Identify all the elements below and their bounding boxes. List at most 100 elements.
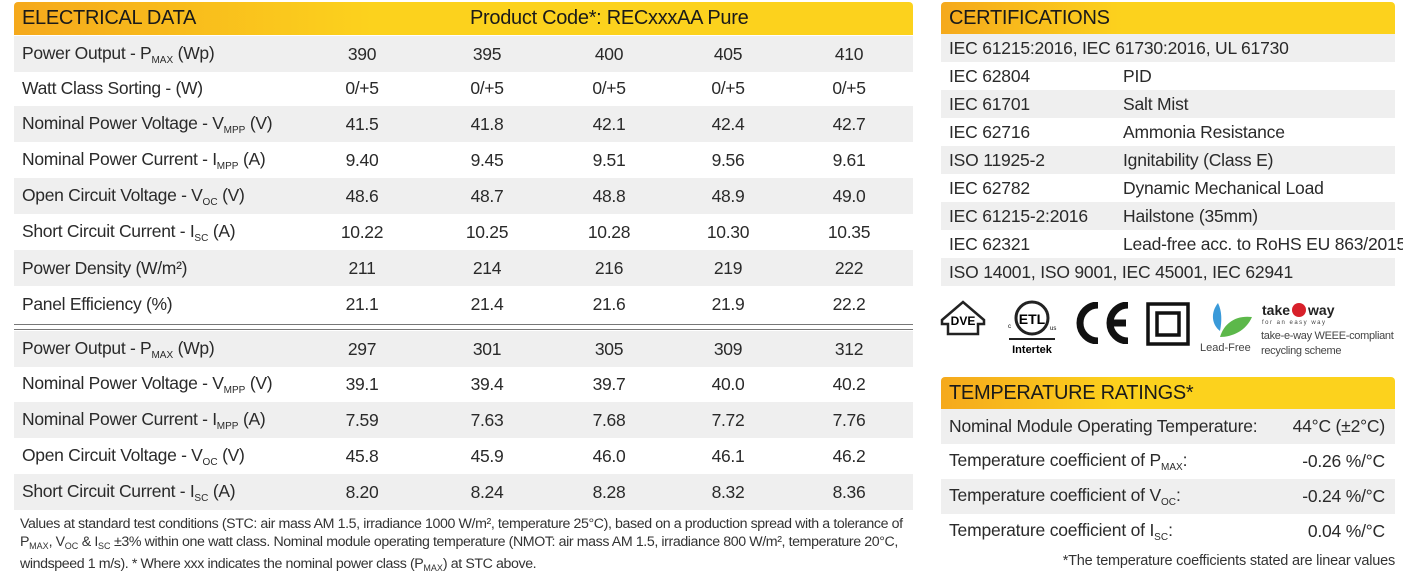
cell-value: 0/+5 (711, 77, 745, 98)
row-label: Nominal Power Current - IMPP (A) (22, 148, 266, 172)
label-text: Nominal Power Voltage - V (22, 112, 224, 133)
cell-value: 211 (348, 257, 376, 278)
label-subscript: MPP (223, 124, 246, 136)
cell-value: 7.68 (592, 409, 626, 430)
row-label: Power Density (W/m²) (22, 258, 187, 279)
temperature-value: 0.04 %/°C (1307, 521, 1385, 541)
footnote-subscript: MAX (423, 563, 443, 573)
certification-standard: IEC 62804 (949, 65, 1030, 86)
temperature-value: -0.24 %/°C (1302, 486, 1385, 506)
cell-value: 48.9 (711, 185, 745, 206)
certifications-header: CERTIFICATIONS (941, 2, 1395, 35)
row-label: Power Output - PMAX (Wp) (22, 43, 215, 66)
table-row: Power Density (W/m²) 211 214 216 219 222 (14, 250, 913, 286)
temperature-row: Nominal Module Operating Temperature: 44°… (941, 409, 1395, 444)
label-unit: (A) (208, 220, 236, 241)
cell-value: 21.6 (592, 293, 626, 314)
label-unit: (V) (245, 372, 273, 393)
cell-value: 8.20 (345, 481, 379, 502)
certification-row: IEC 61701 Salt Mist (941, 90, 1395, 118)
double-insulation-logo (1146, 302, 1190, 346)
cell-value: 395 (472, 43, 502, 64)
cell-value: 10.30 (706, 221, 750, 242)
cell-value: 9.56 (711, 149, 745, 170)
ce-logo (1076, 302, 1129, 344)
cell-value: 400 (594, 43, 624, 64)
footnote-subscript: OC (64, 541, 79, 551)
take-e-way-text-2: recycling scheme (1261, 345, 1342, 357)
certification-row: IEC 61215:2016, IEC 61730:2016, UL 61730 (941, 34, 1395, 62)
label-subscript: SC (1154, 532, 1169, 543)
temperature-ratings-header: TEMPERATURE RATINGS* (941, 377, 1395, 410)
cell-value: 42.4 (711, 113, 745, 134)
label-text: Open Circuit Voltage - V (22, 184, 203, 205)
label-text: Watt Class Sorting - (W) (22, 77, 203, 98)
label-unit: (V) (245, 112, 273, 133)
label-unit: (A) (238, 408, 266, 429)
cell-value: 222 (834, 257, 864, 278)
label-subscript: MAX (151, 349, 174, 361)
cell-value: 40.2 (832, 373, 866, 394)
cell-value: 8.36 (832, 481, 866, 502)
cell-value: 10.28 (587, 221, 631, 242)
certification-row: IEC 62782 Dynamic Mechanical Load (941, 174, 1395, 202)
cell-value: 48.8 (592, 185, 626, 206)
row-label: Nominal Power Voltage - VMPP (V) (22, 112, 273, 136)
etl-intertek-logo: ETL c us Intertek (1008, 300, 1056, 356)
cell-value: 7.59 (345, 409, 379, 430)
cell-value: 8.32 (711, 481, 745, 502)
label-text: Nominal Power Voltage - V (22, 372, 224, 393)
temperature-value: -0.26 %/°C (1302, 451, 1385, 471)
cell-value: 7.76 (832, 409, 866, 430)
label-text: Temperature coefficient of P (949, 450, 1161, 470)
cell-value: 41.8 (470, 113, 504, 134)
certification-standard: IEC 62716 (949, 121, 1030, 142)
label-colon: : (1168, 520, 1173, 540)
cell-value: 45.9 (470, 445, 504, 466)
label-unit: (A) (238, 148, 266, 169)
row-label: Short Circuit Current - ISC (A) (22, 481, 236, 504)
label-text: Power Output - P (22, 337, 152, 358)
certification-description: Ignitability (Class E) (1123, 149, 1274, 170)
certification-standard: IEC 61215:2016, IEC 61730:2016, UL 61730 (949, 37, 1289, 58)
certification-description: Ammonia Resistance (1123, 121, 1285, 142)
label-subscript: MAX (1160, 462, 1183, 473)
certification-description: PID (1123, 65, 1152, 86)
table-row: Panel Efficiency (%) 21.1 21.4 21.6 21.9 22.2 (14, 286, 913, 322)
footnote-subscript: MAX (29, 541, 49, 551)
certification-description: Hailstone (35mm) (1123, 205, 1258, 226)
label-subscript: OC (1160, 497, 1176, 508)
cell-value: 9.40 (345, 149, 379, 170)
temperature-row: Temperature coefficient of VOC: -0.24 %/°… (941, 479, 1395, 514)
certification-standard: IEC 62782 (949, 177, 1030, 198)
svg-text:DVE: DVE (951, 314, 976, 328)
temperature-value: 44°C (±2°C) (1292, 416, 1386, 436)
certification-row: IEC 61215-2:2016 Hailstone (35mm) (941, 202, 1395, 230)
label-subscript: MPP (216, 420, 239, 432)
label-text: Nominal Power Current - I (22, 148, 217, 169)
temperature-row: Temperature coefficient of ISC: 0.04 %/°C (941, 514, 1395, 549)
electrical-data-header: ELECTRICAL DATA Product Code*: RECxxxAA … (14, 2, 913, 35)
cell-value: 0/+5 (832, 77, 866, 98)
cell-value: 0/+5 (592, 77, 626, 98)
take-e-way-tagline: for an easy way (1262, 320, 1327, 326)
cell-value: 214 (472, 257, 502, 278)
cell-value: 39.7 (592, 373, 626, 394)
label-subscript: OC (202, 456, 218, 468)
certification-row: IEC 62321 Lead-free acc. to RoHS EU 863/2… (941, 230, 1403, 258)
cell-value: 40.0 (711, 373, 745, 394)
cell-value: 39.1 (345, 373, 379, 394)
cell-value: 390 (347, 43, 377, 64)
temperature-label: Temperature coefficient of PMAX: (949, 450, 1188, 473)
table-row: Power Output - PMAX (Wp) 297 301 305 309 312 (14, 331, 913, 367)
cell-value: 301 (472, 338, 502, 359)
cell-value: 39.4 (470, 373, 504, 394)
label-subscript: MAX (151, 54, 174, 66)
vde-logo: DVE (940, 300, 986, 336)
temperature-footnote: *The temperature coefficients stated are… (1062, 553, 1395, 569)
label-unit: (Wp) (173, 337, 215, 358)
certification-standard: ISO 14001, ISO 9001, IEC 45001, IEC 6294… (949, 261, 1293, 282)
cell-value: 405 (713, 43, 743, 64)
cell-value: 42.1 (592, 113, 626, 134)
row-label: Short Circuit Current - ISC (A) (22, 220, 236, 244)
